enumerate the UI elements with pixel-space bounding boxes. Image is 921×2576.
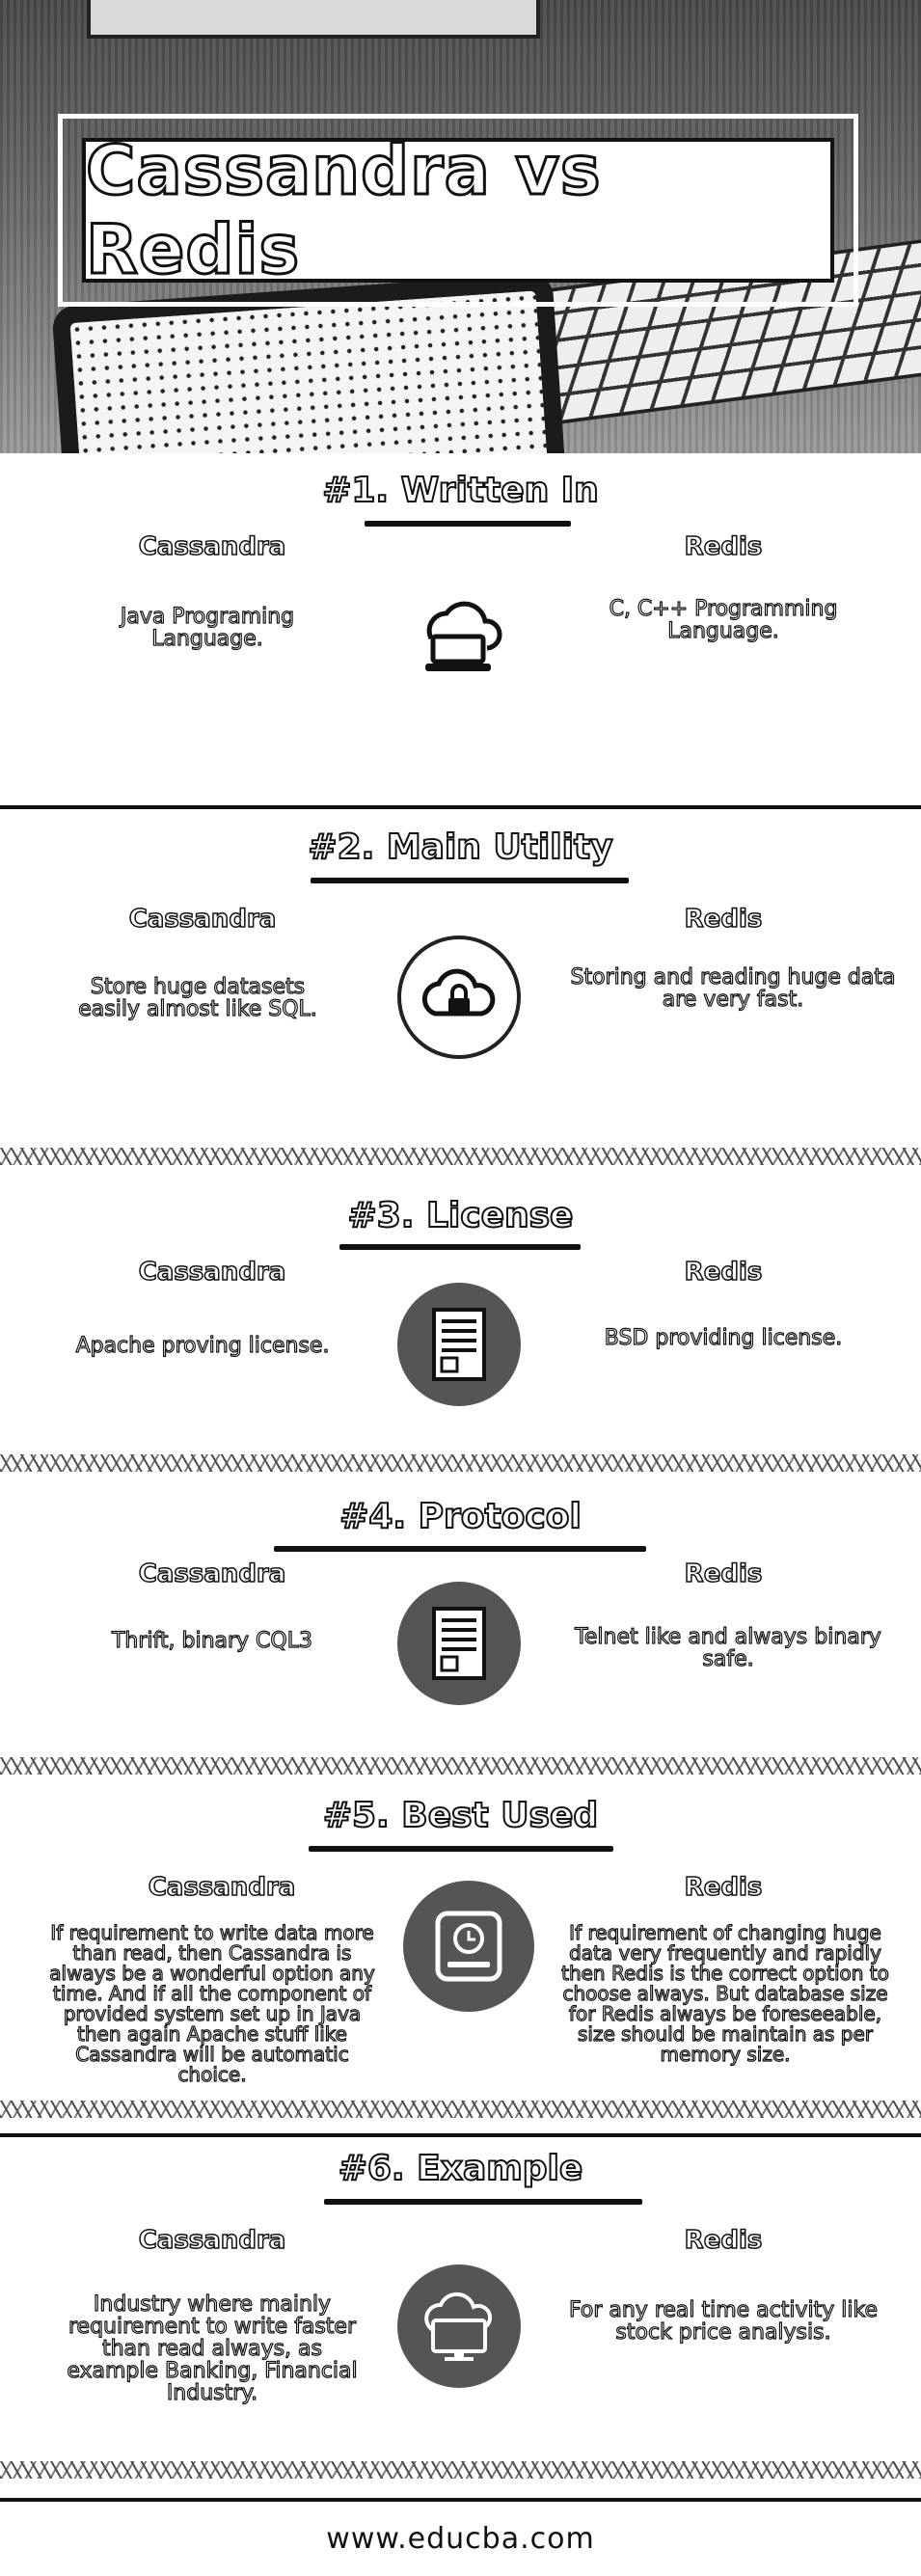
section-1-right-head: Redis: [684, 531, 763, 562]
section-6-right-head: Redis: [684, 2225, 763, 2256]
hard-drive-clock-icon: [403, 1881, 534, 2012]
divider: [0, 1148, 921, 1165]
laptop-image: [87, 0, 540, 39]
divider: [0, 1757, 921, 1775]
section-2-right-text: Storing and reading huge data are very f…: [570, 965, 896, 1013]
section-2-left-head: Cassandra: [128, 904, 277, 935]
divider: [0, 2133, 921, 2137]
section-1-right-text: C, C++ Programming Language.: [609, 597, 838, 644]
document-icon: [397, 1283, 521, 1406]
section-6-left-head: Cassandra: [138, 2225, 286, 2256]
section-4-title: #4. Protocol: [339, 1496, 582, 1537]
section-1-left-head: Cassandra: [138, 531, 286, 562]
hero-banner: Cassandra vs Redis: [0, 0, 921, 453]
divider: [0, 2461, 921, 2479]
section-6-right-text: For any real time activity like stock pr…: [568, 2298, 878, 2346]
section-1-title: #1. Written In: [321, 470, 600, 511]
section-6-left-text: Industry where mainly requirement to wri…: [67, 2292, 358, 2406]
divider: [0, 2101, 921, 2118]
section-1-left-text: Java Programing Language.: [120, 605, 295, 652]
section-3-right-head: Redis: [684, 1257, 763, 1288]
document-icon: [397, 1582, 521, 1705]
section-4-left-head: Cassandra: [138, 1559, 286, 1589]
section-4-right-text: Telnet like and always binary safe.: [575, 1625, 882, 1672]
section-6-underline: [324, 2199, 642, 2205]
divider: [0, 805, 921, 809]
section-3-underline: [339, 1244, 581, 1250]
cloud-monitor-icon: [397, 2264, 521, 2388]
section-2-title: #2. Main Utility: [307, 827, 613, 868]
footer: www.educba.com: [0, 2498, 921, 2576]
section-3-right-text: BSD providing license.: [604, 1326, 843, 1350]
section-3-left-head: Cassandra: [138, 1257, 286, 1288]
title-frame: Cassandra vs Redis: [58, 114, 858, 307]
divider: [0, 1454, 921, 1472]
section-3-title: #3. License: [347, 1195, 575, 1236]
section-2-right-head: Redis: [684, 904, 763, 935]
cloud-lock-icon: [397, 935, 521, 1059]
section-5-right-head: Redis: [684, 1872, 763, 1903]
section-4-underline: [274, 1546, 646, 1552]
section-5-title: #5. Best Used: [322, 1795, 599, 1836]
section-4-right-head: Redis: [684, 1559, 763, 1589]
section-5-left-head: Cassandra: [148, 1872, 296, 1903]
section-6-title: #6. Example: [338, 2148, 584, 2189]
section-2-left-text: Store huge datasets easily almost like S…: [78, 975, 318, 1022]
section-1-underline: [365, 521, 571, 527]
section-5-underline: [309, 1846, 613, 1852]
section-5-right-text: If requirement of changing huge data ver…: [561, 1921, 890, 2066]
section-5-left-text: If requirement to write data more than r…: [49, 1921, 376, 2086]
section-2-underline: [311, 878, 629, 883]
footer-url[interactable]: www.educba.com: [326, 2522, 595, 2556]
section-4-left-text: Thrift, binary CQL3: [111, 1629, 312, 1653]
section-3-left-text: Apache proving license.: [75, 1334, 330, 1358]
cloud-laptop-icon: [405, 583, 511, 690]
page-title: Cassandra vs Redis: [85, 130, 603, 291]
